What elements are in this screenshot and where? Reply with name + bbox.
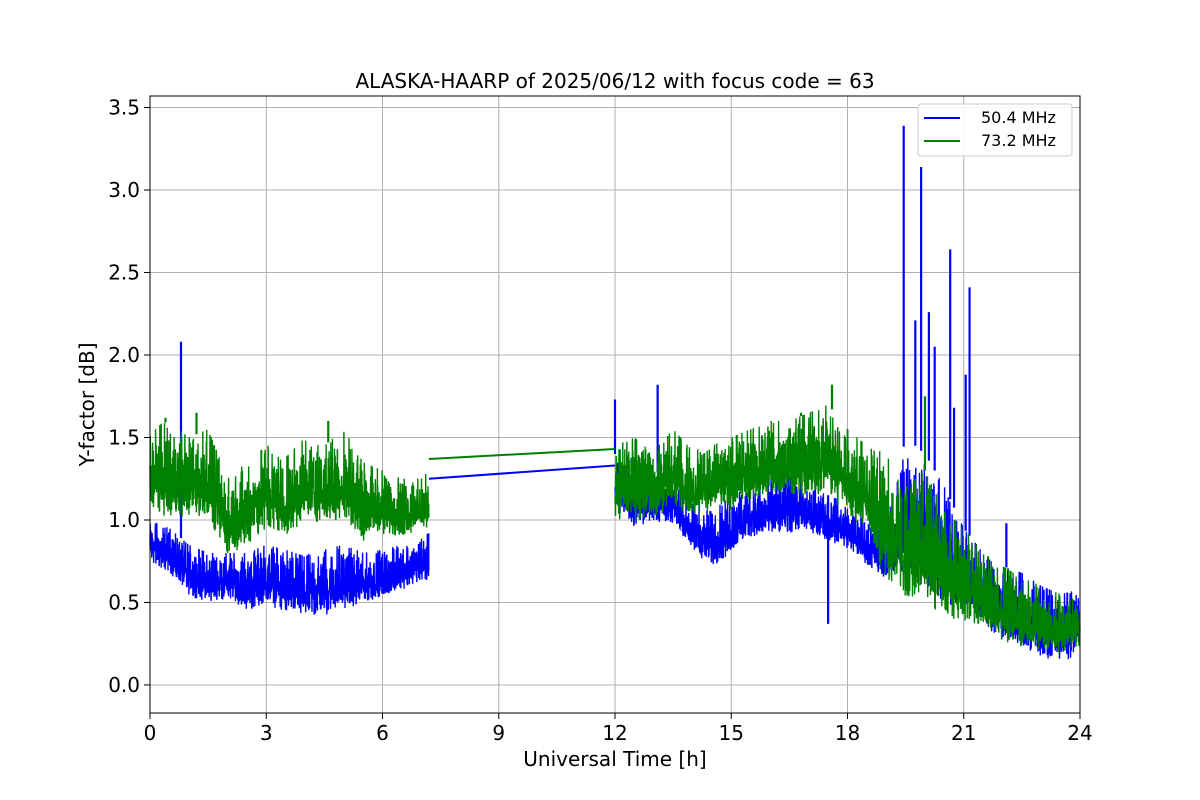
x-tick-label: 9 [492, 721, 505, 745]
x-tick-label: 3 [260, 721, 273, 745]
y-axis-label: Y-factor [dB] [75, 342, 99, 467]
x-tick-label: 0 [144, 721, 157, 745]
series-trace-segment [149, 522, 430, 615]
series-gap-connector [428, 464, 616, 480]
series-73-2-mhz [149, 384, 1081, 653]
y-tick-label: 3.5 [108, 96, 140, 120]
series-trace-segment [149, 423, 430, 554]
legend-label: 50.4 MHz [981, 108, 1056, 127]
series-trace-segment [614, 405, 1081, 653]
y-tick-label: 2.0 [108, 343, 140, 367]
y-tick-label: 0.5 [108, 590, 140, 614]
legend-label: 73.2 MHz [981, 131, 1056, 150]
x-axis-label: Universal Time [h] [523, 747, 706, 771]
series-trace-segment [614, 455, 1081, 660]
x-tick-label: 18 [835, 721, 860, 745]
tick-layer: 0 3 6 9 12 15 18 21 24 0.0 0.5 1.0 1.5 2.0 2.5 3.0 3.5 [108, 96, 1093, 745]
y-tick-label: 1.0 [108, 508, 140, 532]
series-50-4-mhz [149, 125, 1081, 660]
data-layer [149, 125, 1081, 660]
y-tick-label: 1.5 [108, 425, 140, 449]
y-tick-label: 0.0 [108, 673, 140, 697]
chart-title: ALASKA-HAARP of 2025/06/12 with focus co… [355, 69, 874, 93]
y-tick-label: 2.5 [108, 261, 140, 285]
x-tick-label: 6 [376, 721, 389, 745]
y-tick-label: 3.0 [108, 178, 140, 202]
legend: 50.4 MHz 73.2 MHz [917, 103, 1073, 157]
x-tick-label: 21 [951, 721, 976, 745]
x-tick-label: 15 [719, 721, 744, 745]
series-gap-connector [428, 448, 616, 460]
x-tick-label: 24 [1067, 721, 1092, 745]
x-tick-label: 12 [602, 721, 627, 745]
